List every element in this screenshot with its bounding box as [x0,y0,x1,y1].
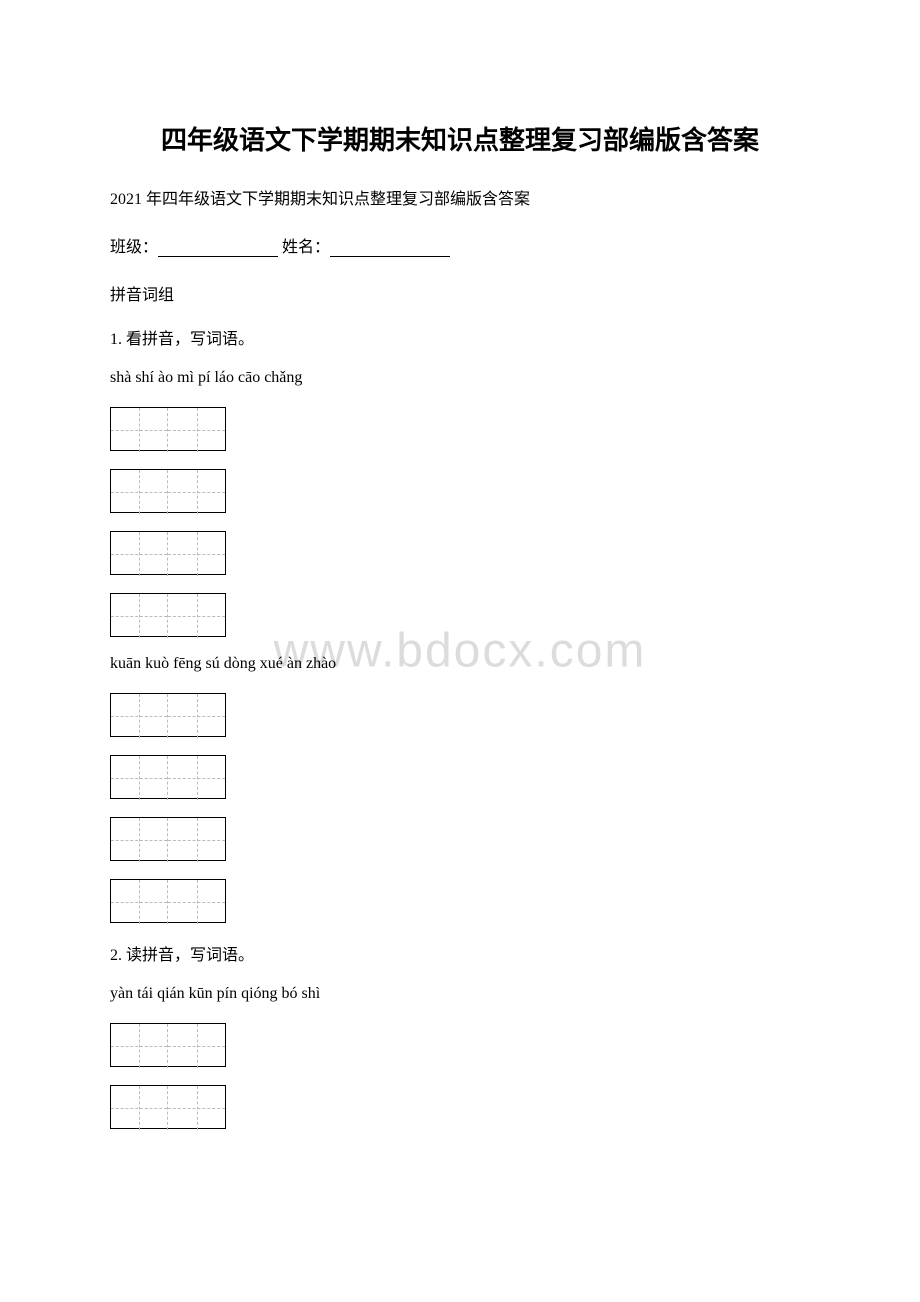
char-cell [168,818,225,862]
char-grid [110,755,226,799]
char-cell [111,880,168,924]
class-blank [158,241,278,257]
char-cell [111,594,168,638]
char-cell [111,818,168,862]
question-1: 1. 看拼音，写词语。 [110,325,810,349]
char-grid-row [110,755,810,799]
char-grid-row [110,693,810,737]
document-subtitle: 2021 年四年级语文下学期期末知识点整理复习部编版含答案 [110,185,810,209]
pinyin-line-3: yàn tái qián kūn pín qióng bó shì [110,985,810,1003]
char-cell [168,1086,225,1130]
char-grid-row [110,593,810,637]
char-grid [110,531,226,575]
name-label: 姓名： [282,239,330,256]
pinyin-line-2: kuān kuò fēng sú dòng xué àn zhào [110,655,810,673]
char-grid [110,469,226,513]
char-grid-row [110,531,810,575]
class-name-row: 班级： 姓名： [110,233,810,257]
char-cell [111,1024,168,1068]
pinyin-line-1: shà shí ào mì pí láo cāo chǎng [110,369,810,387]
char-grid [110,879,226,923]
char-cell [168,594,225,638]
char-grid [110,1085,226,1129]
document-title: 四年级语文下学期期末知识点整理复习部编版含答案 [110,120,810,157]
char-cell [111,756,168,800]
char-cell [168,470,225,514]
char-grid-row [110,879,810,923]
char-cell [168,408,225,452]
char-cell [168,532,225,576]
char-cell [168,880,225,924]
char-grid-row [110,1023,810,1067]
char-grid-row [110,407,810,451]
class-label: 班级： [110,239,158,256]
char-grid-row [110,469,810,513]
char-grid-row [110,1085,810,1129]
char-grid [110,1023,226,1067]
char-cell [168,694,225,738]
char-cell [168,756,225,800]
name-blank [330,241,450,257]
char-grid [110,593,226,637]
char-cell [111,470,168,514]
char-cell [111,532,168,576]
char-grid-row [110,817,810,861]
char-cell [111,694,168,738]
section-label: 拼音词组 [110,281,810,305]
char-cell [168,1024,225,1068]
char-cell [111,408,168,452]
document-content: 四年级语文下学期期末知识点整理复习部编版含答案 2021 年四年级语文下学期期末… [110,120,810,1129]
question-2: 2. 读拼音，写词语。 [110,941,810,965]
char-cell [111,1086,168,1130]
char-grid [110,817,226,861]
char-grid [110,407,226,451]
char-grid [110,693,226,737]
